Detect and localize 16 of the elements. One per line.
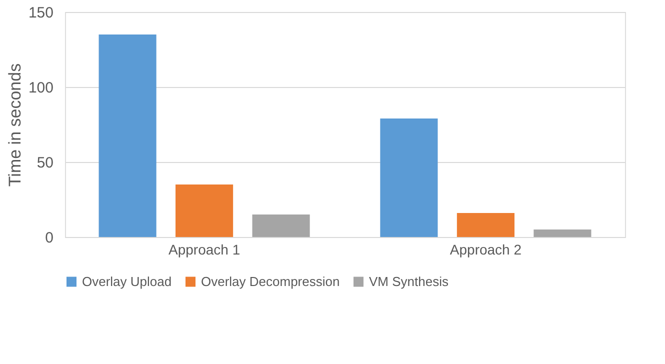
bar (176, 184, 234, 237)
bar (380, 118, 438, 237)
bar (98, 34, 156, 237)
legend-label: VM Synthesis (369, 274, 449, 289)
y-axis-title: Time in seconds (5, 63, 24, 187)
bar (252, 214, 310, 237)
y-tick-label: 50 (36, 154, 54, 172)
legend-label: Overlay Decompression (201, 274, 340, 289)
y-tick-label: 100 (28, 80, 54, 96)
bar (534, 230, 592, 237)
y-tick-label: 0 (45, 230, 54, 246)
legend-label: Overlay Upload (82, 274, 172, 289)
x-tick-label: Approach 1 (168, 242, 240, 258)
bar (456, 213, 514, 237)
y-tick-label: 150 (28, 4, 54, 22)
x-tick-label: Approach 2 (450, 242, 522, 258)
